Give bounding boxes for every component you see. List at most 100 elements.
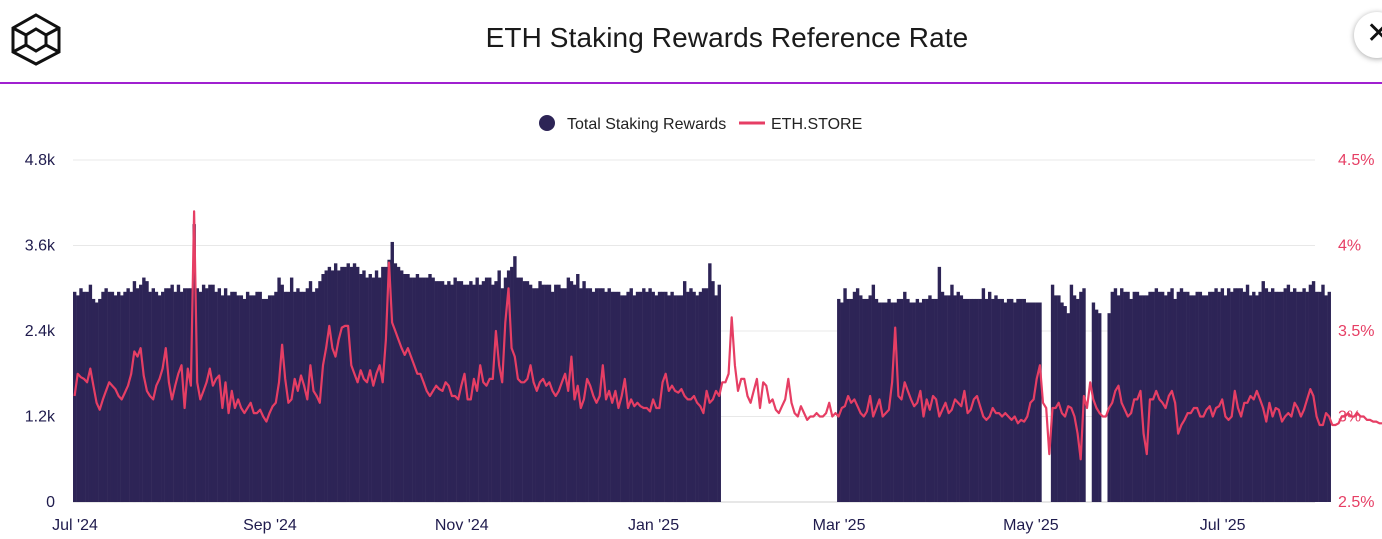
bar <box>1226 288 1231 502</box>
bar <box>1022 298 1026 502</box>
bar <box>943 295 948 503</box>
bar <box>157 295 162 503</box>
bar <box>525 281 530 503</box>
bar <box>1264 288 1269 502</box>
bar <box>1079 291 1083 502</box>
bar <box>217 288 222 502</box>
bar <box>632 295 637 503</box>
bar <box>173 291 178 502</box>
bar <box>321 274 325 502</box>
bar <box>588 288 593 502</box>
bar <box>497 270 501 502</box>
bar <box>154 291 159 502</box>
bar <box>906 298 910 502</box>
bar <box>393 263 398 502</box>
bar <box>403 274 407 502</box>
bar <box>126 288 130 502</box>
x-axis-tick-label: May '25 <box>1003 517 1059 534</box>
bar <box>1299 291 1303 502</box>
bar <box>1132 291 1137 502</box>
bar <box>214 291 218 502</box>
bar <box>994 295 998 503</box>
bar <box>1280 291 1284 502</box>
bar <box>852 291 857 502</box>
bar <box>453 277 457 502</box>
bar <box>192 224 196 503</box>
bar <box>1242 291 1247 502</box>
bar <box>673 295 677 503</box>
bar <box>921 298 926 502</box>
bar <box>252 295 256 503</box>
bar <box>296 288 300 502</box>
bar <box>503 277 508 502</box>
bar <box>1113 288 1118 502</box>
bar <box>1248 295 1253 503</box>
bar <box>698 291 703 502</box>
x-axis-tick-label: Sep '24 <box>243 517 297 534</box>
bar <box>513 256 517 502</box>
cube-logo-icon <box>11 13 61 66</box>
bar <box>167 288 171 502</box>
bar <box>544 284 549 502</box>
bar <box>1318 291 1322 502</box>
bar <box>1148 291 1152 502</box>
bar <box>711 281 715 503</box>
bar <box>478 284 483 502</box>
bar <box>918 302 923 502</box>
bar <box>1072 295 1077 503</box>
bar <box>302 291 306 502</box>
bar <box>233 291 237 502</box>
right-axis-tick-label: 4.5% <box>1338 152 1374 169</box>
bar <box>107 291 111 502</box>
bar <box>950 284 954 502</box>
x-axis-tick-label: Jul '25 <box>1200 517 1246 534</box>
legend-label: ETH.STORE <box>771 116 862 133</box>
bar <box>1311 281 1316 503</box>
bar <box>975 298 979 502</box>
bar <box>1195 291 1199 502</box>
bar <box>1154 288 1159 502</box>
bar <box>1321 284 1325 502</box>
bar <box>327 266 332 503</box>
bar <box>400 270 404 502</box>
bar <box>516 277 520 502</box>
bar <box>579 288 583 502</box>
bar <box>412 277 416 502</box>
bar <box>1182 291 1187 502</box>
bar <box>242 298 247 502</box>
bar <box>686 291 690 502</box>
bar <box>98 298 102 502</box>
page-title: ETH Staking Rewards Reference Rate <box>485 22 969 53</box>
bar <box>1179 288 1184 502</box>
bar <box>623 295 627 503</box>
header: ETH Staking Rewards Reference Rate ✕ <box>0 0 1382 84</box>
bar <box>874 298 879 502</box>
bar <box>73 291 77 502</box>
bar <box>965 298 970 502</box>
eth-store-line <box>73 210 1382 461</box>
bar <box>208 284 212 502</box>
bar <box>912 302 916 502</box>
bar <box>456 281 460 503</box>
bar <box>1267 291 1272 502</box>
bar <box>343 266 347 503</box>
bar <box>535 288 539 502</box>
bar <box>645 291 649 502</box>
bar <box>843 288 847 502</box>
bar <box>472 284 476 502</box>
bar <box>346 263 350 502</box>
bar <box>616 291 621 502</box>
bar <box>488 277 492 502</box>
bar <box>585 288 589 502</box>
bar <box>245 291 250 502</box>
bar <box>110 291 115 502</box>
bar <box>1057 295 1061 503</box>
bar <box>1060 302 1064 502</box>
bar <box>865 298 869 502</box>
bar <box>428 274 432 502</box>
bar <box>1283 288 1287 502</box>
bar <box>227 295 231 503</box>
bar <box>381 266 385 503</box>
bar <box>519 277 523 502</box>
bar <box>1129 298 1133 502</box>
